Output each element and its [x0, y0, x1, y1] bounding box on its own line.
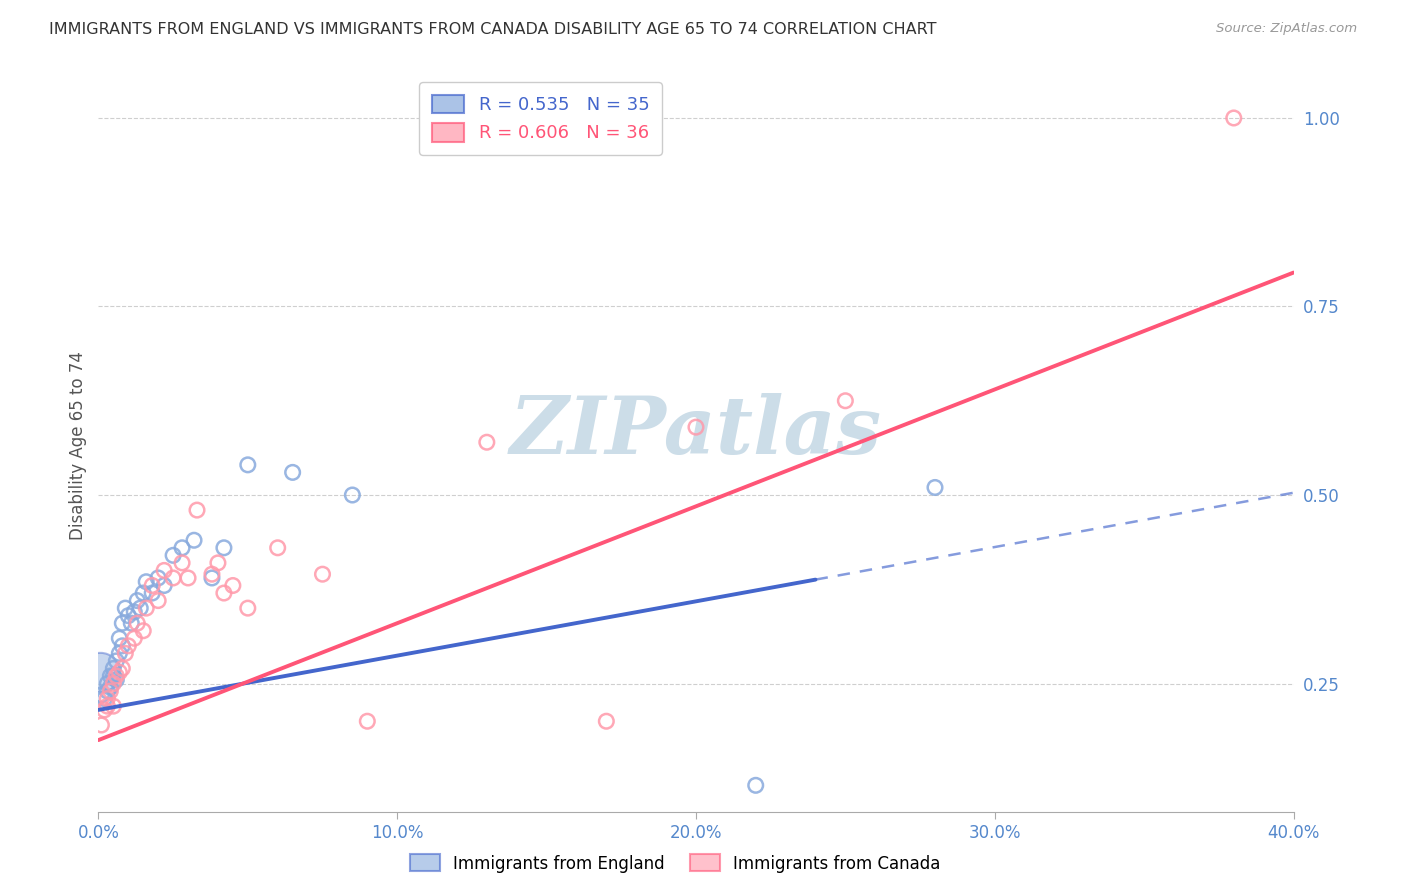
Point [120, 616, 142, 631]
Point [141, 578, 163, 592]
Point [98, 684, 122, 698]
Point [111, 661, 134, 675]
Point [105, 673, 128, 687]
Point [236, 601, 259, 615]
Point [148, 571, 170, 585]
Point [96, 691, 118, 706]
Point [135, 574, 157, 589]
Point [186, 503, 208, 517]
Point [111, 639, 134, 653]
Point [127, 616, 149, 631]
Legend: Immigrants from England, Immigrants from Canada: Immigrants from England, Immigrants from… [404, 847, 946, 880]
Point [105, 654, 128, 668]
Point [162, 571, 184, 585]
Point [90, 688, 112, 702]
Point [834, 393, 856, 408]
Point [595, 714, 617, 729]
Point [183, 533, 205, 548]
Point [132, 624, 155, 638]
Point [90, 718, 112, 732]
Point [236, 458, 259, 472]
Point [148, 593, 170, 607]
Point [111, 616, 134, 631]
Point [311, 567, 333, 582]
Point [96, 699, 118, 714]
Point [153, 578, 176, 592]
Point [103, 676, 125, 690]
Text: IMMIGRANTS FROM ENGLAND VS IMMIGRANTS FROM CANADA DISABILITY AGE 65 TO 74 CORREL: IMMIGRANTS FROM ENGLAND VS IMMIGRANTS FR… [49, 22, 936, 37]
Point [212, 541, 235, 555]
Point [177, 571, 200, 585]
Point [117, 608, 139, 623]
Point [222, 578, 245, 592]
Point [162, 549, 184, 563]
Point [124, 605, 146, 619]
Point [93, 703, 115, 717]
Point [108, 646, 131, 660]
Point [356, 714, 378, 729]
Point [153, 563, 176, 577]
Point [129, 601, 152, 615]
Point [201, 571, 224, 585]
Point [475, 435, 498, 450]
Point [1223, 111, 1246, 125]
Point [89, 665, 111, 680]
Point [98, 669, 122, 683]
Point [105, 669, 128, 683]
Point [212, 586, 235, 600]
Point [132, 586, 155, 600]
Point [124, 632, 146, 646]
Point [207, 556, 229, 570]
Point [172, 541, 194, 555]
Point [103, 699, 125, 714]
Point [127, 593, 149, 607]
Point [96, 684, 118, 698]
Y-axis label: Disability Age 65 to 74: Disability Age 65 to 74 [69, 351, 87, 541]
Point [201, 567, 224, 582]
Point [114, 646, 136, 660]
Point [103, 669, 125, 683]
Point [924, 480, 946, 494]
Point [98, 681, 122, 695]
Point [108, 632, 131, 646]
Point [685, 420, 707, 434]
Point [135, 601, 157, 615]
Point [172, 556, 194, 570]
Point [108, 665, 131, 680]
Point [103, 661, 125, 675]
Point [141, 586, 163, 600]
Point [267, 541, 290, 555]
Text: Source: ZipAtlas.com: Source: ZipAtlas.com [1216, 22, 1357, 36]
Point [117, 639, 139, 653]
Point [281, 466, 304, 480]
Point [114, 601, 136, 615]
Point [745, 778, 768, 792]
Legend: R = 0.535   N = 35, R = 0.606   N = 36: R = 0.535 N = 35, R = 0.606 N = 36 [419, 82, 662, 155]
Point [96, 676, 118, 690]
Text: ZIPatlas: ZIPatlas [510, 392, 882, 470]
Point [93, 691, 115, 706]
Point [342, 488, 364, 502]
